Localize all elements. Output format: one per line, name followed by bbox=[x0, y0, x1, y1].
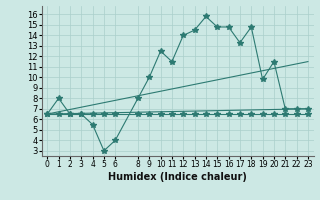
X-axis label: Humidex (Indice chaleur): Humidex (Indice chaleur) bbox=[108, 172, 247, 182]
